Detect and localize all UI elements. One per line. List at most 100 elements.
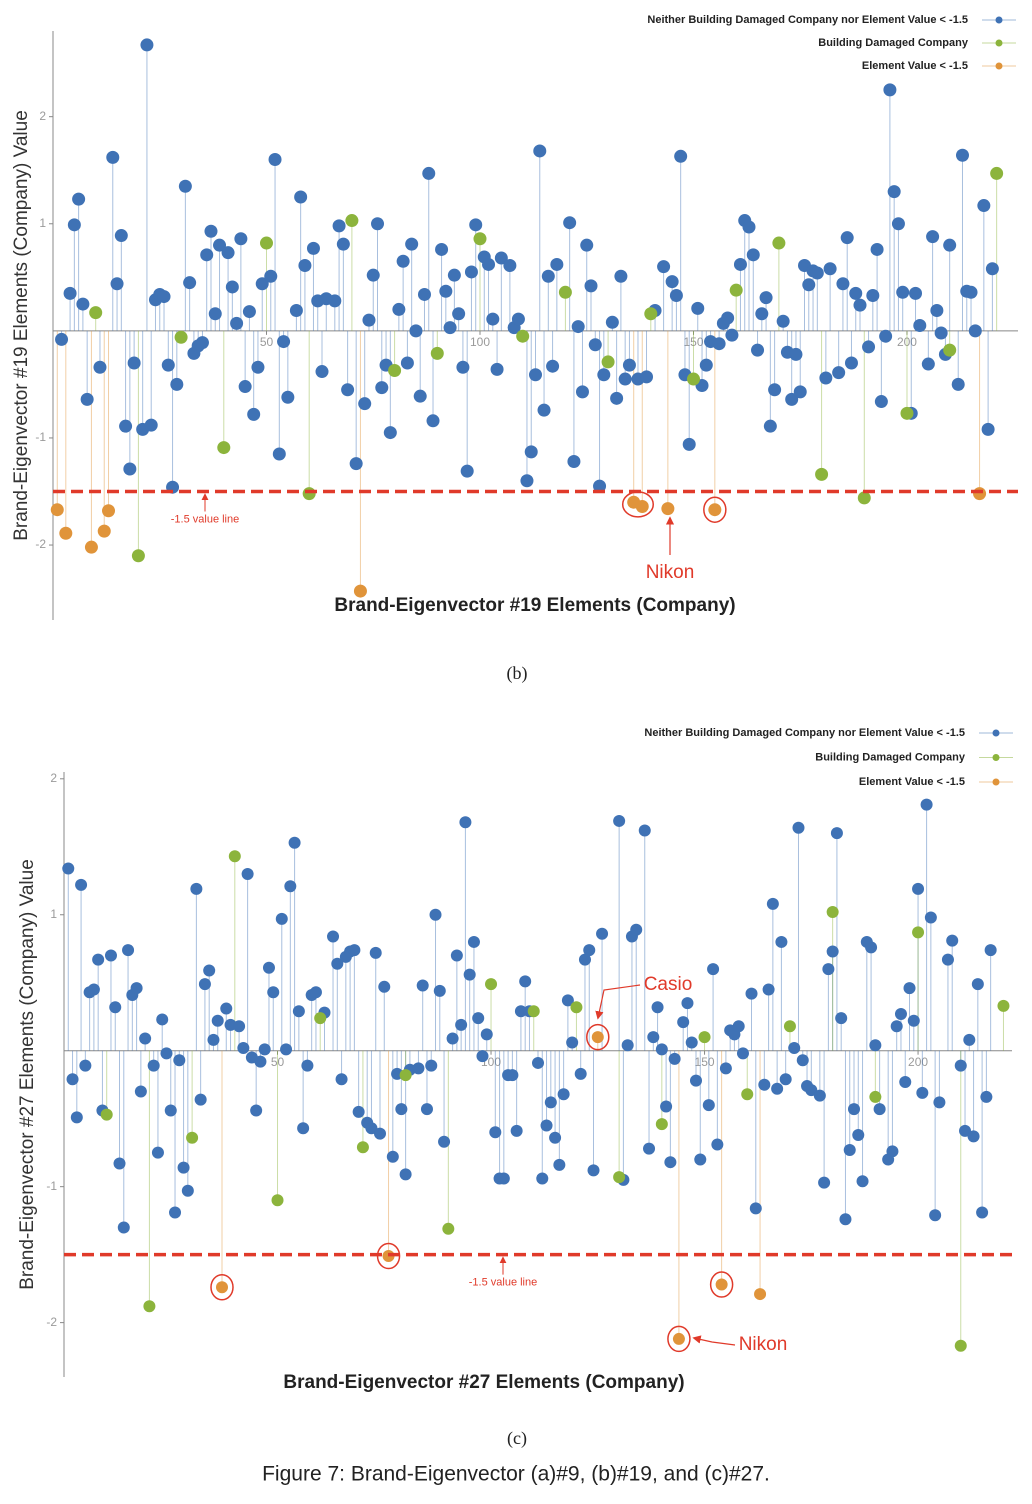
point bbox=[835, 1012, 848, 1025]
point bbox=[169, 1206, 182, 1219]
point bbox=[657, 260, 671, 274]
point bbox=[207, 1033, 220, 1046]
point bbox=[640, 370, 654, 384]
point bbox=[933, 1096, 946, 1109]
y-tick-label: 1 bbox=[50, 907, 57, 921]
point bbox=[691, 301, 705, 315]
point bbox=[856, 1175, 869, 1188]
point bbox=[796, 1054, 809, 1067]
point bbox=[241, 867, 254, 880]
x-tick-label: 50 bbox=[260, 335, 274, 349]
point bbox=[686, 372, 700, 386]
point bbox=[635, 499, 649, 513]
point bbox=[349, 457, 363, 471]
point bbox=[943, 238, 957, 252]
point bbox=[890, 1020, 903, 1033]
point bbox=[195, 336, 209, 350]
point bbox=[941, 953, 954, 966]
point bbox=[247, 407, 261, 421]
point bbox=[194, 1093, 207, 1106]
annotation: Casio bbox=[644, 974, 693, 995]
legend-label: Element Value < -1.5 bbox=[859, 776, 965, 788]
point bbox=[131, 549, 145, 563]
point bbox=[109, 1001, 122, 1014]
point bbox=[422, 166, 436, 180]
point bbox=[527, 1005, 540, 1018]
point bbox=[506, 1069, 519, 1082]
point bbox=[345, 214, 359, 228]
point bbox=[238, 380, 252, 394]
point bbox=[571, 320, 585, 334]
point bbox=[464, 265, 478, 279]
point bbox=[230, 316, 244, 330]
point bbox=[306, 241, 320, 255]
point bbox=[712, 337, 726, 351]
point bbox=[473, 232, 487, 246]
point bbox=[844, 356, 858, 370]
point bbox=[574, 1067, 587, 1080]
point bbox=[540, 1119, 553, 1132]
legend-label: Building Damaged Company bbox=[818, 37, 969, 49]
point bbox=[490, 362, 504, 376]
point bbox=[883, 83, 897, 97]
annotation: Nikon bbox=[646, 562, 695, 583]
point bbox=[541, 269, 555, 283]
legend-marker bbox=[992, 778, 1000, 786]
point bbox=[301, 1059, 314, 1072]
point bbox=[143, 1300, 156, 1313]
y-tick-label: -1 bbox=[46, 1179, 57, 1193]
point bbox=[371, 217, 385, 231]
point bbox=[755, 307, 769, 321]
point bbox=[104, 949, 117, 962]
point bbox=[651, 1001, 664, 1014]
point bbox=[973, 487, 987, 501]
point bbox=[516, 329, 530, 343]
point bbox=[955, 148, 969, 162]
point bbox=[416, 979, 429, 992]
point bbox=[954, 1339, 967, 1352]
point bbox=[122, 944, 135, 957]
point bbox=[587, 1164, 600, 1177]
point bbox=[597, 368, 611, 382]
point bbox=[284, 880, 297, 893]
point bbox=[951, 377, 965, 391]
point bbox=[255, 277, 269, 291]
point bbox=[909, 286, 923, 300]
point bbox=[900, 406, 914, 420]
point bbox=[409, 324, 423, 338]
point bbox=[907, 1014, 920, 1027]
point bbox=[198, 978, 211, 991]
point bbox=[374, 1127, 386, 1140]
point bbox=[413, 389, 427, 403]
point bbox=[87, 983, 100, 996]
legend-label: Neither Building Damaged Company nor Ele… bbox=[647, 14, 968, 26]
point bbox=[985, 262, 999, 276]
point bbox=[746, 248, 760, 262]
point bbox=[913, 319, 927, 332]
y-tick-label: 1 bbox=[39, 216, 46, 230]
point bbox=[459, 816, 472, 829]
x-tick-label: 150 bbox=[683, 335, 703, 349]
point bbox=[920, 798, 933, 811]
point bbox=[250, 1104, 263, 1117]
point bbox=[348, 944, 361, 957]
point bbox=[254, 1055, 267, 1068]
point bbox=[660, 1100, 673, 1113]
highlight-circle bbox=[376, 1242, 401, 1270]
point bbox=[707, 963, 720, 976]
point bbox=[476, 1050, 489, 1063]
point bbox=[655, 1118, 668, 1131]
point bbox=[294, 190, 308, 204]
point bbox=[433, 984, 446, 997]
point bbox=[729, 283, 743, 297]
point bbox=[127, 356, 141, 370]
point bbox=[272, 447, 286, 461]
point bbox=[92, 953, 105, 966]
point bbox=[618, 372, 632, 386]
point bbox=[614, 269, 628, 283]
point bbox=[682, 437, 696, 451]
point bbox=[580, 238, 594, 252]
y-tick-label: -2 bbox=[46, 1315, 57, 1329]
point bbox=[819, 371, 833, 385]
point bbox=[75, 878, 88, 891]
